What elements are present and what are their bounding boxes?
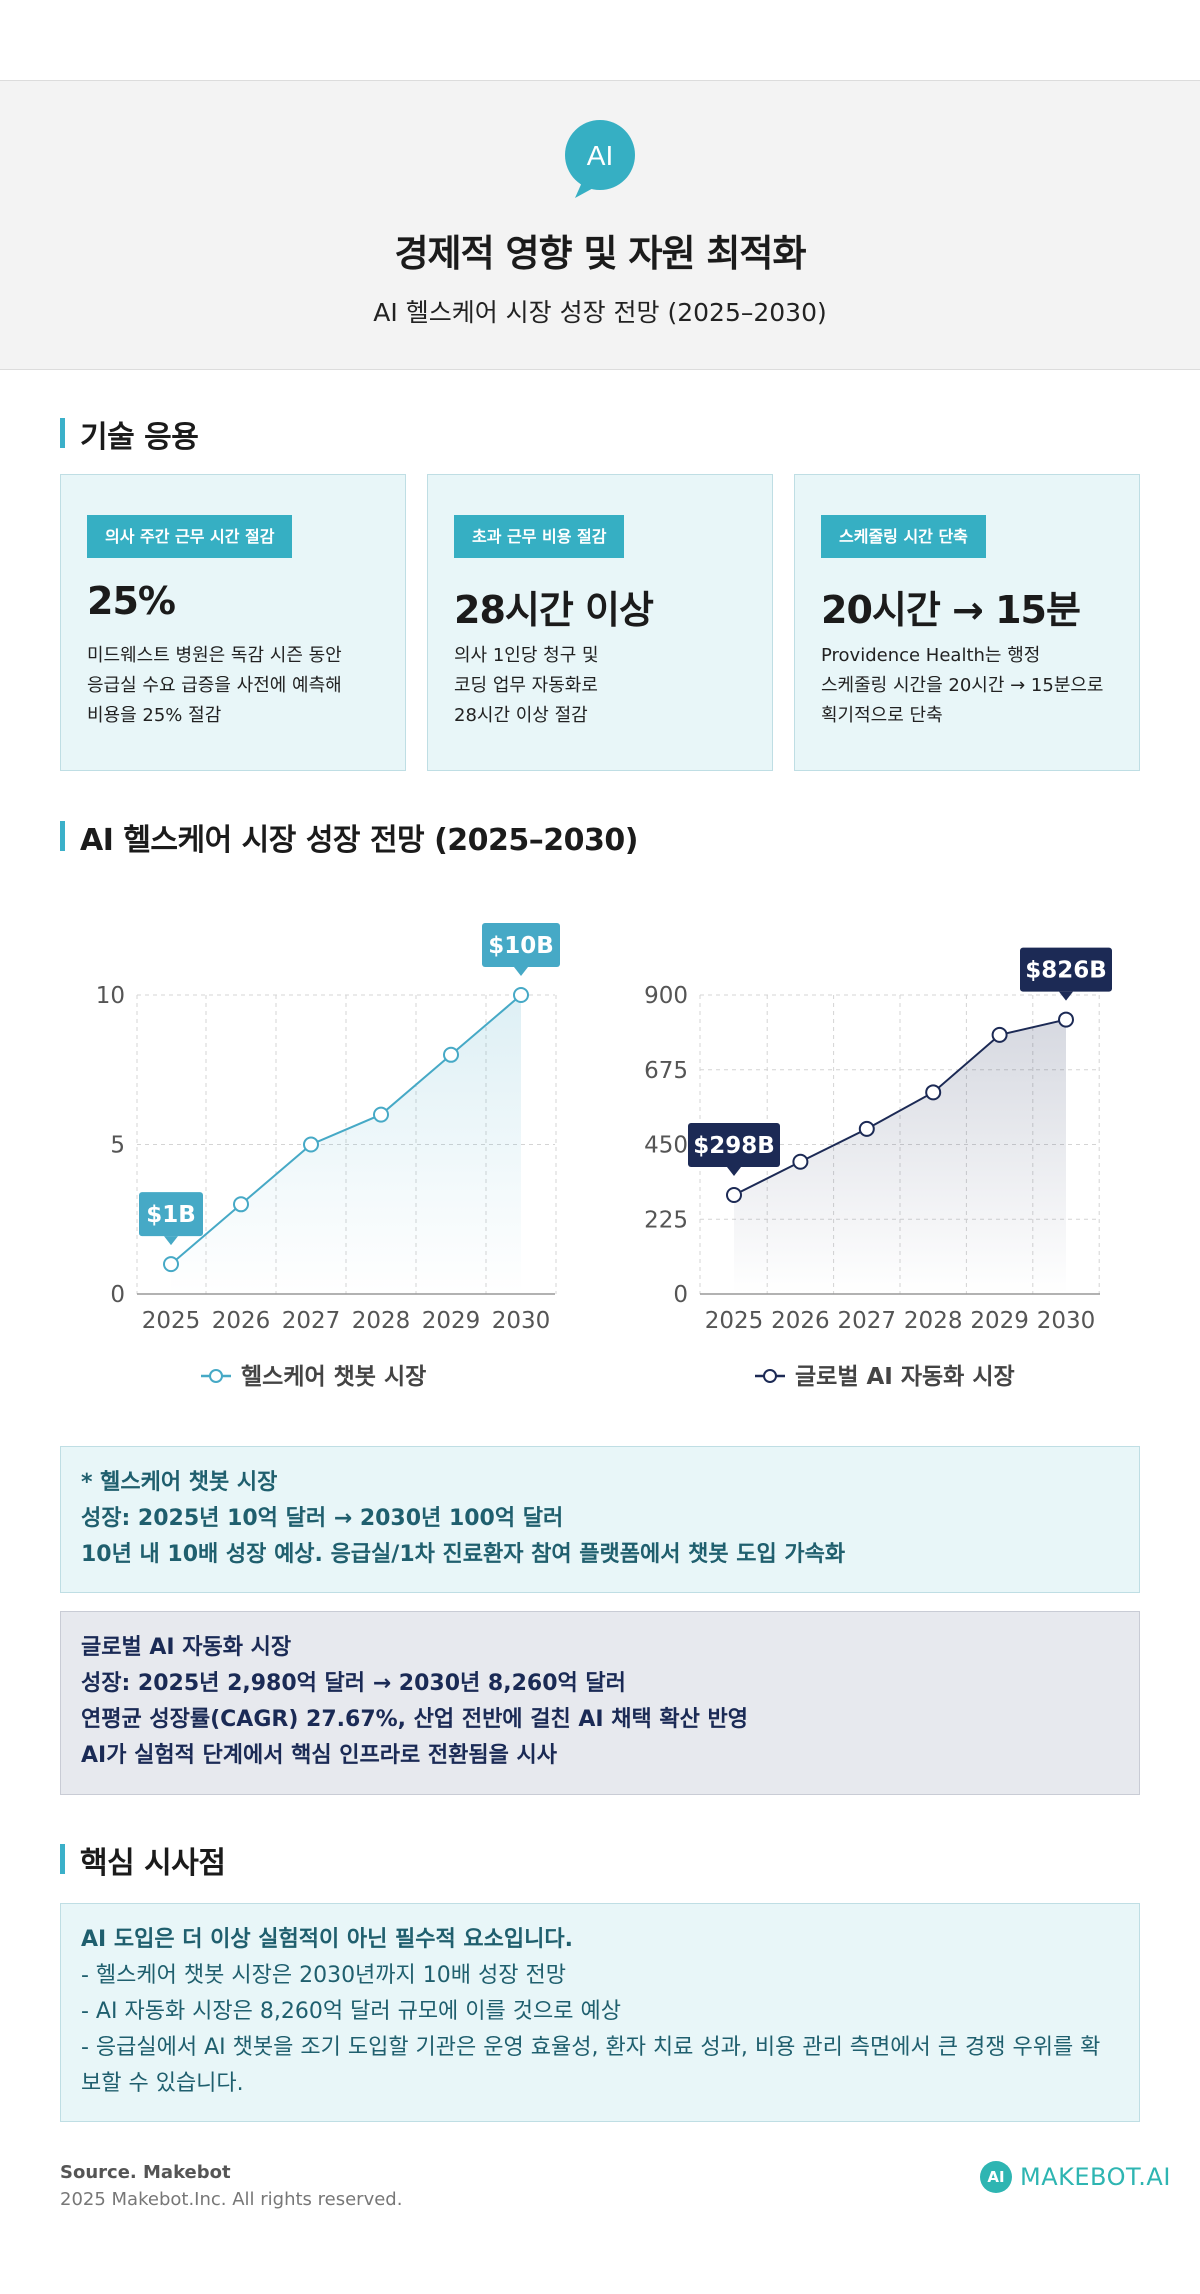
section-title-tech: 기술 응용 — [60, 412, 199, 456]
stat-description: 의사 1인당 청구 및 코딩 업무 자동화로 28시간 이상 절감 — [454, 645, 599, 726]
chatbot-note-title: * 헬스케어 챗봇 시장 — [81, 1470, 278, 1495]
automation-note-title: 글로벌 AI 자동화 시장 — [81, 1635, 292, 1660]
stat-badge: 초과 근무 비용 절감 — [454, 515, 625, 558]
callout-box — [688, 1122, 780, 1167]
x-tick-label: 2026 — [212, 1308, 271, 1334]
stat-value: 20시간 → 15분 — [821, 588, 1081, 632]
source-label: Source. Makebot — [60, 2162, 231, 2183]
data-point — [303, 1136, 319, 1153]
callout-box — [482, 923, 560, 967]
callout-pointer — [727, 1166, 741, 1176]
stat-value: 28시간 이상 — [454, 588, 654, 632]
data-point — [991, 1026, 1008, 1043]
chatbot-note-growth: 성장: 2025년 10억 달러 → 2030년 100억 달러 — [81, 1506, 564, 1531]
section-title-market: AI 헬스케어 시장 성장 전망 (2025–2030) — [60, 815, 639, 859]
x-tick-label: 2029 — [970, 1308, 1029, 1334]
x-tick-label: 2025 — [142, 1308, 201, 1334]
legend-marker — [209, 1369, 223, 1383]
y-tick-label: 10 — [96, 983, 125, 1009]
callout-pointer — [164, 1236, 178, 1246]
chatbot-note: * 헬스케어 챗봇 시장 성장: 2025년 10억 달러 → 2030년 10… — [60, 1446, 1140, 1593]
y-tick-label: 0 — [673, 1282, 688, 1308]
callout-label: $826B — [1020, 947, 1112, 1001]
y-tick-label: 450 — [644, 1133, 688, 1159]
insight-line: - AI 자동화 시장은 8,260억 달러 규모에 이를 것으로 예상 — [81, 1999, 621, 2024]
x-tick-label: 2027 — [838, 1308, 897, 1334]
data-point — [373, 1106, 389, 1123]
callout-label: $298B — [688, 1122, 780, 1176]
y-tick-label: 900 — [644, 983, 688, 1009]
x-tick-label: 2028 — [352, 1308, 411, 1334]
data-point — [1058, 1011, 1074, 1028]
data-point — [513, 987, 529, 1003]
data-point — [858, 1120, 875, 1137]
x-tick-label: 2029 — [422, 1308, 481, 1334]
x-tick-label: 2030 — [492, 1308, 551, 1334]
chatbot-note-detail: 10년 내 10배 성장 예상. 응급실/1차 진료환자 참여 플랫폼에서 챗봇… — [81, 1542, 846, 1567]
ai-chat-icon: AI — [565, 120, 635, 198]
x-tick-label: 2028 — [904, 1308, 963, 1334]
legend-marker — [763, 1369, 777, 1383]
x-tick-label: 2026 — [771, 1308, 830, 1334]
insight-headline: AI 도입은 더 이상 실험적이 아닌 필수적 요소입니다. — [81, 1927, 573, 1952]
brand-name: MAKEBOT.AI — [1020, 2163, 1171, 2191]
callout-text: $1B — [146, 1202, 196, 1228]
page-subtitle: AI 헬스케어 시장 성장 전망 (2025–2030) — [373, 298, 827, 327]
callout-box — [139, 1192, 203, 1237]
data-point — [726, 1186, 742, 1203]
x-tick-label: 2025 — [705, 1308, 764, 1334]
callout-pointer — [514, 967, 528, 976]
callout-pointer — [1059, 991, 1073, 1001]
page-title: 경제적 영향 및 자원 최적화 — [394, 232, 807, 275]
stat-card: 의사 주간 근무 시간 절감 25% 미드웨스트 병원은 독감 시즌 동안 응급… — [60, 474, 406, 771]
x-tick-label: 2030 — [1037, 1308, 1096, 1334]
callout-box — [1020, 947, 1112, 992]
insight-box: AI 도입은 더 이상 실험적이 아닌 필수적 요소입니다. - 헬스케어 챗봇… — [60, 1903, 1140, 2122]
automation-note-growth: 성장: 2025년 2,980억 달러 → 2030년 8,260억 달러 — [81, 1671, 626, 1696]
insight-line: - 응급실에서 AI 챗봇을 조기 도입할 기관은 운영 효율성, 환자 치료 … — [81, 2035, 1101, 2096]
insight-line: - 헬스케어 챗봇 시장은 2030년까지 10배 성장 전망 — [81, 1963, 566, 1988]
callout-label: $1B — [139, 1192, 203, 1246]
stat-description: 미드웨스트 병원은 독감 시즌 동안 응급실 수요 급증을 사전에 예측해 비용… — [87, 645, 342, 726]
x-tick-label: 2027 — [282, 1308, 341, 1334]
callout-text: $10B — [488, 933, 554, 959]
y-tick-label: 0 — [110, 1282, 125, 1308]
page-header: AI 경제적 영향 및 자원 최적화 AI 헬스케어 시장 성장 전망 (202… — [0, 80, 1200, 370]
copyright-text: 2025 Makebot.Inc. All rights reserved. — [60, 2189, 403, 2210]
y-tick-label: 5 — [110, 1133, 125, 1159]
series-line — [733, 1018, 1067, 1196]
legend-label: 헬스케어 챗봇 시장 — [241, 1364, 426, 1390]
automation-note-cagr: 연평균 성장률(CAGR) 27.67%, 산업 전반에 걸친 AI 채택 확산… — [81, 1707, 748, 1732]
series-area — [171, 995, 521, 1294]
y-tick-label: 225 — [644, 1207, 688, 1233]
stat-card: 스케줄링 시간 단축 20시간 → 15분 Providence Health는… — [794, 474, 1140, 771]
market-charts: 0 5 10 2025 2026 2027 2028 2029 2030 $1B $10B 헬스케어 … — [96, 923, 1112, 1390]
stat-badge: 의사 주간 근무 시간 절감 — [87, 515, 293, 558]
legend-label: 글로벌 AI 자동화 시장 — [795, 1364, 1015, 1390]
data-point — [925, 1084, 942, 1101]
stat-badge: 스케줄링 시간 단축 — [821, 515, 986, 558]
automation-note-detail: AI가 실험적 단계에서 핵심 인프라로 전환됨을 시사 — [81, 1743, 557, 1768]
brand-icon: AI — [980, 2161, 1012, 2193]
data-point — [443, 1046, 459, 1063]
automation-note: 글로벌 AI 자동화 시장 성장: 2025년 2,980억 달러 → 2030… — [60, 1611, 1140, 1795]
data-point — [163, 1256, 179, 1273]
section-title-insight: 핵심 시사점 — [60, 1838, 226, 1882]
callout-label: $10B — [482, 923, 560, 976]
data-point — [792, 1153, 809, 1170]
y-tick-label: 675 — [644, 1058, 688, 1084]
brand-logo: AI MAKEBOT.AI — [980, 2159, 1171, 2195]
series-line — [170, 994, 522, 1265]
callout-text: $826B — [1025, 958, 1107, 984]
data-point — [233, 1196, 249, 1213]
series-area — [734, 1019, 1066, 1294]
stat-description: Providence Health는 행정 스케줄링 시간을 20시간 → 15… — [821, 645, 1104, 726]
stat-value: 25% — [87, 579, 176, 623]
callout-text: $298B — [693, 1133, 775, 1159]
svg-text:AI: AI — [587, 140, 613, 171]
stat-card: 초과 근무 비용 절감 28시간 이상 의사 1인당 청구 및 코딩 업무 자동… — [427, 474, 773, 771]
